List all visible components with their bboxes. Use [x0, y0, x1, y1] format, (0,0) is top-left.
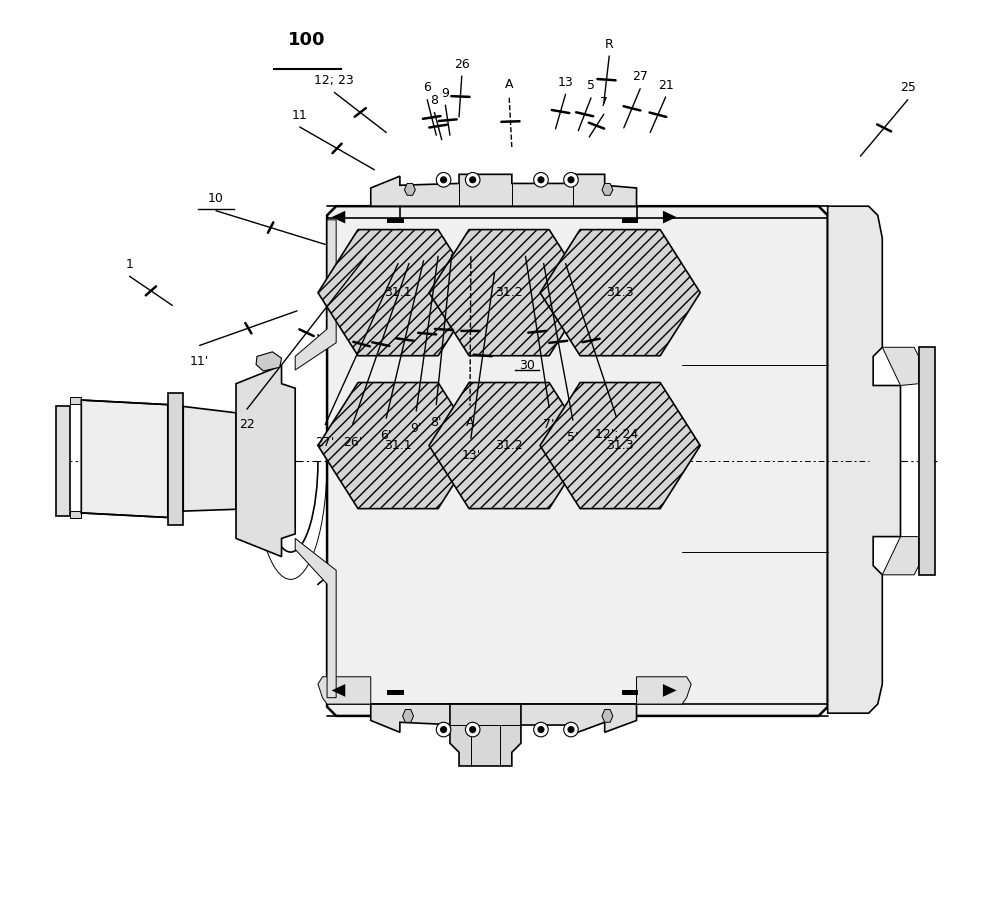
Polygon shape [387, 689, 404, 695]
Text: 30: 30 [519, 359, 535, 372]
Text: 27': 27' [316, 436, 335, 448]
Polygon shape [318, 677, 371, 704]
Polygon shape [637, 677, 691, 704]
Text: 8': 8' [431, 415, 442, 428]
Text: 10: 10 [208, 193, 224, 205]
Text: 26': 26' [343, 436, 362, 448]
Text: 26: 26 [454, 58, 470, 70]
Circle shape [441, 727, 446, 732]
Polygon shape [371, 704, 637, 734]
Text: A: A [505, 78, 513, 90]
Text: 31.1: 31.1 [384, 286, 412, 299]
Circle shape [568, 177, 574, 183]
Text: 25: 25 [900, 81, 916, 94]
Polygon shape [828, 206, 900, 713]
Circle shape [465, 722, 480, 737]
Polygon shape [295, 539, 336, 698]
Polygon shape [404, 184, 415, 195]
Circle shape [568, 727, 574, 732]
Circle shape [436, 722, 451, 737]
Text: 12'; 24: 12'; 24 [595, 428, 638, 441]
Text: 9': 9' [411, 422, 422, 435]
Circle shape [564, 722, 578, 737]
Text: 31.3: 31.3 [606, 286, 634, 299]
Polygon shape [332, 684, 345, 697]
Text: 5: 5 [587, 79, 595, 92]
Polygon shape [256, 352, 282, 371]
Polygon shape [183, 406, 236, 511]
Circle shape [470, 177, 475, 183]
Polygon shape [602, 709, 613, 722]
Polygon shape [295, 220, 336, 370]
Polygon shape [429, 229, 589, 356]
Text: 8: 8 [430, 94, 438, 107]
Text: 6: 6 [423, 81, 431, 94]
Polygon shape [663, 211, 677, 224]
Polygon shape [56, 406, 70, 516]
Text: 100: 100 [288, 30, 326, 48]
Polygon shape [882, 537, 919, 575]
Polygon shape [429, 383, 589, 509]
Polygon shape [332, 211, 345, 224]
Circle shape [534, 173, 548, 187]
Polygon shape [318, 383, 478, 509]
Polygon shape [371, 174, 637, 206]
Text: 31.2: 31.2 [495, 286, 523, 299]
Polygon shape [602, 184, 613, 195]
Polygon shape [327, 206, 828, 716]
Polygon shape [403, 709, 414, 722]
Text: 5': 5' [567, 431, 579, 444]
Circle shape [534, 722, 548, 737]
Polygon shape [387, 218, 404, 224]
Text: 31.2: 31.2 [495, 439, 523, 452]
Polygon shape [622, 689, 638, 695]
Text: 21: 21 [658, 79, 674, 91]
Circle shape [538, 727, 544, 732]
Text: 7': 7' [543, 418, 555, 431]
Text: 27: 27 [632, 70, 648, 83]
Polygon shape [540, 229, 700, 356]
Text: 11': 11' [190, 354, 209, 368]
Text: 6': 6' [381, 429, 392, 442]
Circle shape [441, 177, 446, 183]
Polygon shape [81, 400, 168, 518]
Text: 1: 1 [126, 257, 133, 271]
Text: R: R [605, 37, 614, 50]
Text: 7: 7 [600, 96, 608, 109]
Text: 31.3: 31.3 [606, 439, 634, 452]
Polygon shape [682, 220, 869, 698]
Circle shape [465, 173, 480, 187]
Circle shape [538, 177, 544, 183]
Polygon shape [334, 415, 687, 559]
Circle shape [564, 173, 578, 187]
Polygon shape [334, 220, 687, 361]
Text: 12; 23: 12; 23 [314, 74, 354, 87]
Polygon shape [450, 704, 521, 766]
Text: 31.1: 31.1 [384, 439, 412, 452]
Text: 9: 9 [441, 87, 449, 100]
Polygon shape [236, 365, 295, 557]
Polygon shape [622, 218, 638, 224]
Polygon shape [70, 511, 81, 519]
Polygon shape [540, 383, 700, 509]
Polygon shape [318, 229, 478, 356]
Text: 11: 11 [292, 109, 308, 121]
Polygon shape [663, 684, 677, 697]
Polygon shape [919, 347, 935, 575]
Text: 13': 13' [461, 449, 480, 462]
Text: A: A [466, 416, 474, 429]
Polygon shape [168, 393, 183, 525]
Polygon shape [70, 397, 81, 404]
Circle shape [436, 173, 451, 187]
Circle shape [470, 727, 475, 732]
Text: 22: 22 [239, 418, 255, 431]
Text: 13: 13 [558, 76, 573, 89]
Polygon shape [882, 347, 919, 385]
